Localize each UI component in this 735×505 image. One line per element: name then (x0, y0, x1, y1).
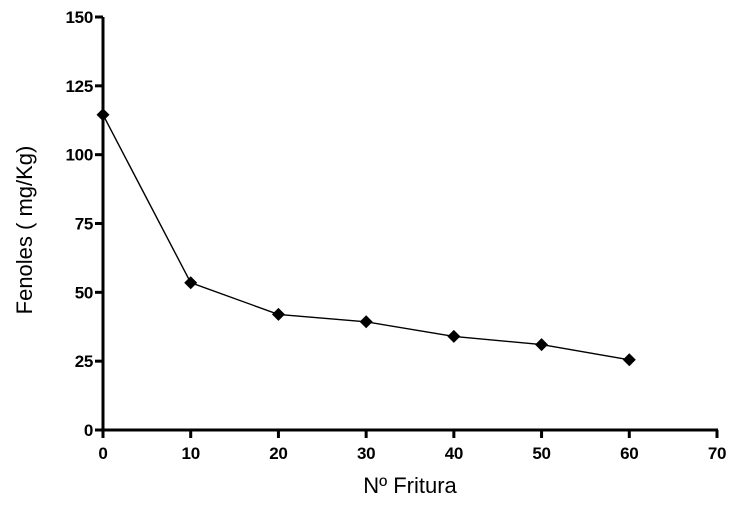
data-point-marker (535, 338, 549, 352)
x-tick-label: 0 (98, 444, 107, 463)
y-tick-label: 25 (75, 352, 93, 371)
x-axis-title: Nº Fritura (363, 473, 457, 498)
x-tick-label: 40 (445, 444, 463, 463)
x-tick-label: 70 (708, 444, 726, 463)
y-tick-label: 150 (66, 8, 93, 27)
data-point-marker (359, 315, 373, 329)
data-point-marker (622, 353, 636, 367)
data-point-marker (271, 307, 285, 321)
x-tick-label: 30 (357, 444, 375, 463)
y-tick-label: 75 (75, 215, 93, 234)
data-point-marker (96, 108, 110, 122)
y-tick-label: 50 (75, 283, 93, 302)
y-tick-label: 125 (66, 77, 93, 96)
axis-labels: Nº Fritura Fenoles ( mg/Kg) (12, 146, 458, 498)
y-axis-title: Fenoles ( mg/Kg) (12, 146, 37, 315)
x-tick-label: 60 (620, 444, 638, 463)
axes (101, 17, 718, 432)
x-tick-label: 10 (182, 444, 200, 463)
data-point-marker (184, 276, 198, 290)
series (96, 108, 636, 367)
x-tick-label: 50 (532, 444, 550, 463)
ticks: 0 10 20 30 40 50 60 70 0 25 50 75 100 125 150 (66, 8, 727, 463)
data-point-marker (447, 329, 461, 343)
x-tick-label: 20 (269, 444, 287, 463)
series-group (96, 108, 636, 367)
y-tick-label: 0 (84, 421, 93, 440)
y-tick-label: 100 (66, 146, 93, 165)
